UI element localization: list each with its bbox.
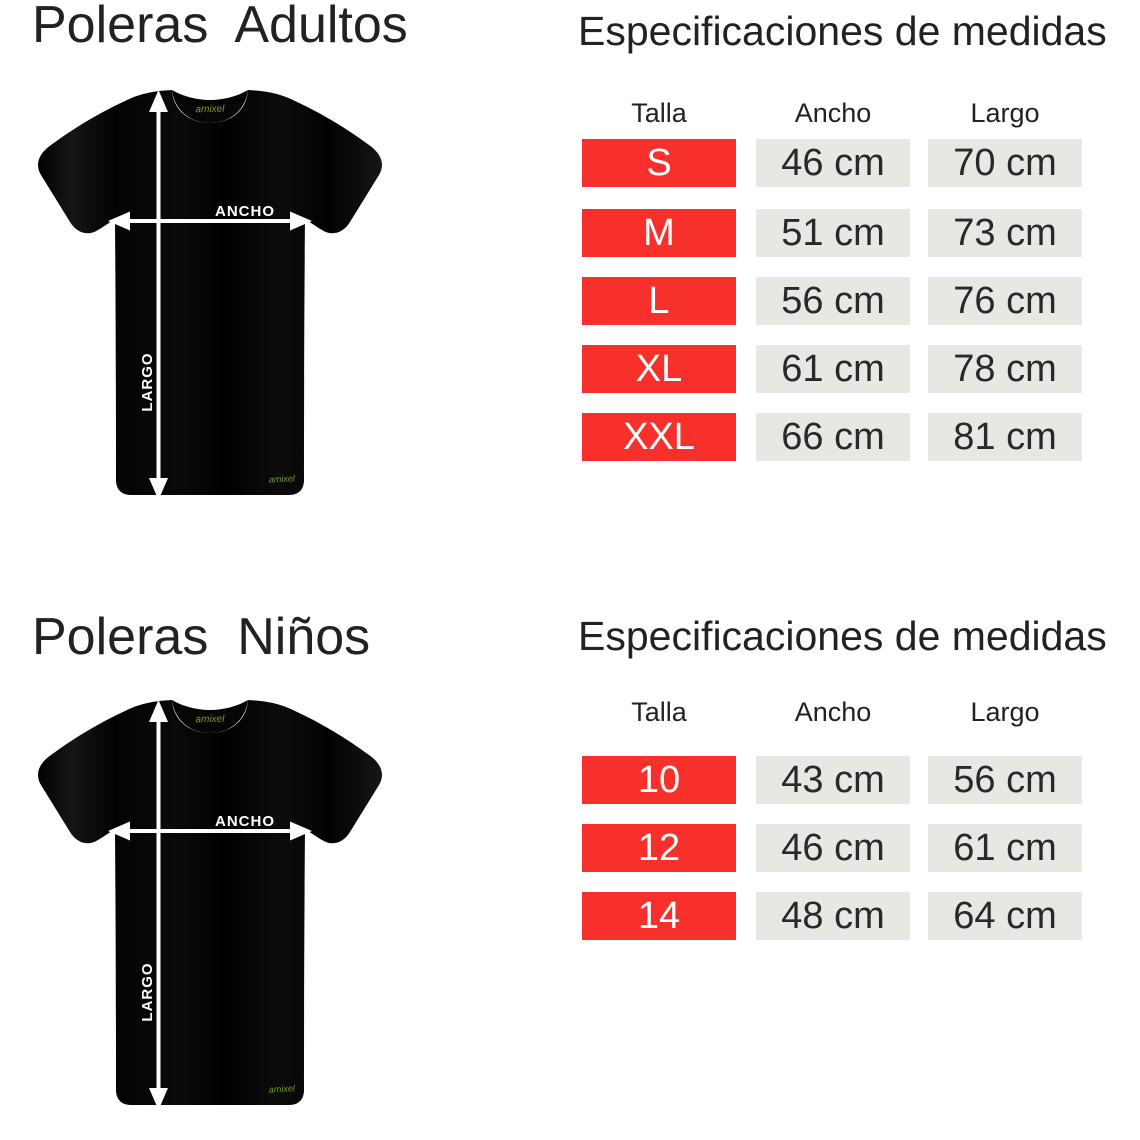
svg-text:amixel: amixel (269, 1083, 296, 1094)
svg-text:ANCHO: ANCHO (215, 203, 275, 220)
svg-text:amixel: amixel (269, 473, 296, 484)
svg-text:LARGO: LARGO (139, 962, 156, 1021)
svg-text:amixel: amixel (195, 104, 225, 116)
svg-text:ANCHO: ANCHO (215, 813, 275, 830)
svg-text:amixel: amixel (195, 714, 225, 726)
svg-text:LARGO: LARGO (139, 352, 156, 411)
